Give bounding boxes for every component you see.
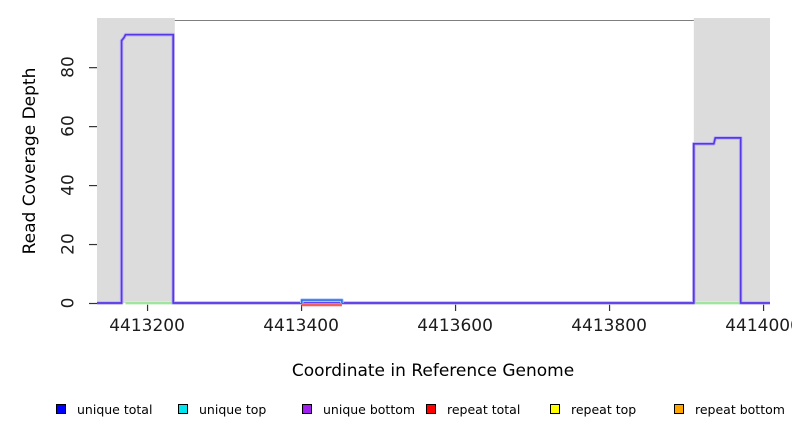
y-tick-label: 80 bbox=[58, 56, 79, 78]
plot-box-border bbox=[97, 20, 770, 303]
x-tick-label: 4413200 bbox=[109, 316, 185, 336]
x-axis-title: Coordinate in Reference Genome bbox=[291, 361, 575, 381]
unique-total-bump bbox=[301, 299, 343, 303]
legend-item-unique-top: unique top bbox=[178, 400, 266, 418]
legend-item-unique-bottom: unique bottom bbox=[302, 400, 415, 418]
legend-swatch-repeat-total bbox=[426, 404, 436, 414]
y-tick-label: 60 bbox=[58, 115, 79, 137]
y-tick-label: 0 bbox=[58, 297, 79, 309]
legend-label-repeat-top: repeat top bbox=[571, 401, 637, 417]
x-tick-label: 4413600 bbox=[417, 316, 493, 336]
legend-item-repeat-total: repeat total bbox=[426, 400, 520, 418]
legend-label-unique-top: unique top bbox=[199, 401, 267, 417]
unique-coverage-curve-halo bbox=[97, 32, 770, 305]
left-repeat-region bbox=[97, 18, 175, 303]
y-tick-label: 40 bbox=[58, 174, 79, 196]
right-repeat-region bbox=[693, 18, 770, 303]
legend-label-unique-bottom: unique bottom bbox=[323, 401, 416, 417]
legend: unique total unique top unique bottom repea… bbox=[0, 400, 792, 420]
legend-swatch-repeat-top bbox=[550, 404, 560, 414]
legend-label-repeat-bottom: repeat bottom bbox=[695, 401, 785, 417]
y-tick-label: 20 bbox=[58, 233, 79, 255]
legend-swatch-unique-bottom bbox=[302, 404, 312, 414]
x-tick-label: 4413800 bbox=[571, 316, 647, 336]
y-axis-title: Read Coverage Depth bbox=[20, 67, 40, 255]
legend-item-unique-total: unique total bbox=[56, 400, 152, 418]
legend-swatch-repeat-bottom bbox=[674, 404, 684, 414]
x-tick-label: 4413400 bbox=[263, 316, 339, 336]
legend-item-repeat-bottom: repeat bottom bbox=[674, 400, 785, 418]
legend-item-repeat-top: repeat top bbox=[550, 400, 636, 418]
plot-area bbox=[89, 18, 770, 311]
legend-swatch-unique-total bbox=[56, 404, 66, 414]
unique-coverage-curve bbox=[97, 33, 770, 304]
legend-label-repeat-total: repeat total bbox=[447, 401, 521, 417]
legend-label-unique-total: unique total bbox=[77, 401, 153, 417]
legend-swatch-unique-top bbox=[178, 404, 188, 414]
